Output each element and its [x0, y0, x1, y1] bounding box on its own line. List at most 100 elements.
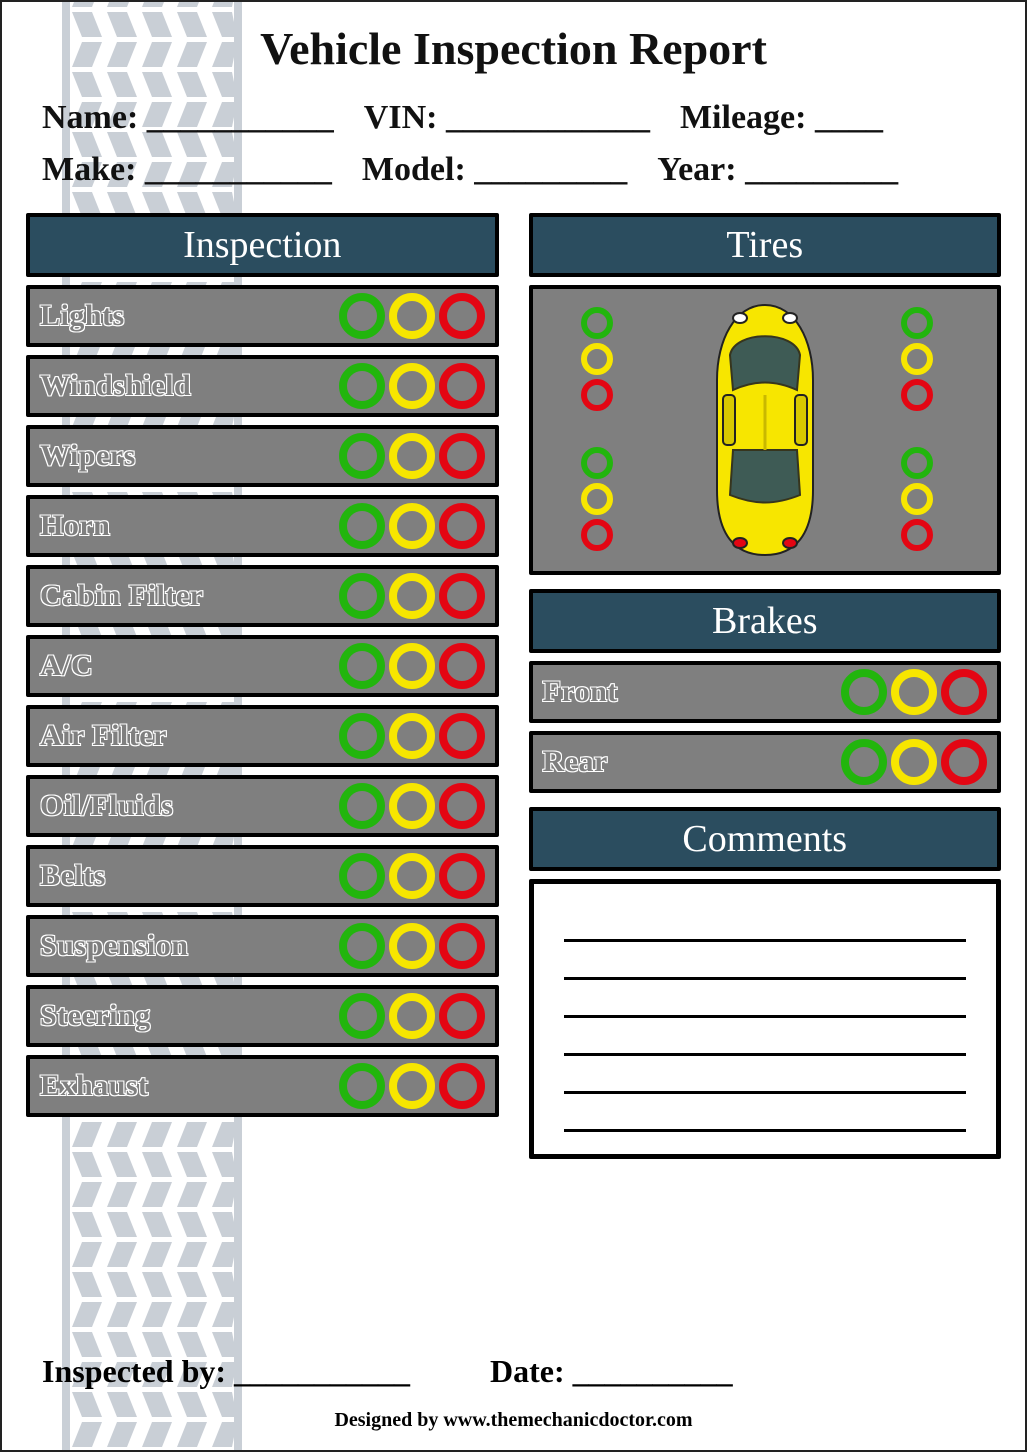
page: Vehicle Inspection Report Name: ________…: [0, 0, 1027, 1452]
status-warn-icon[interactable]: [389, 1063, 435, 1109]
status-warn-icon[interactable]: [389, 363, 435, 409]
status-bad-icon[interactable]: [439, 1063, 485, 1109]
field-vin[interactable]: VIN: ____________: [364, 99, 650, 137]
status-bad-icon[interactable]: [439, 363, 485, 409]
inspection-row: Exhaust: [26, 1055, 499, 1117]
inspection-row: Suspension: [26, 915, 499, 977]
status-dots: [339, 503, 485, 549]
header-fields: Name: ___________ VIN: ____________ Mile…: [2, 75, 1025, 189]
tire-front-left-good-icon[interactable]: [581, 307, 613, 339]
status-good-icon[interactable]: [339, 433, 385, 479]
status-good-icon[interactable]: [339, 993, 385, 1039]
field-name[interactable]: Name: ___________: [42, 99, 334, 137]
tire-rear-right-good-icon[interactable]: [901, 447, 933, 479]
status-bad-icon[interactable]: [439, 573, 485, 619]
tire-front-right-good-icon[interactable]: [901, 307, 933, 339]
status-warn-icon[interactable]: [389, 293, 435, 339]
status-good-icon[interactable]: [339, 503, 385, 549]
field-make[interactable]: Make: ___________: [42, 151, 332, 189]
status-good-icon[interactable]: [339, 293, 385, 339]
status-dots: [841, 669, 987, 715]
status-good-icon[interactable]: [339, 713, 385, 759]
comment-line[interactable]: [564, 904, 967, 942]
status-warn-icon[interactable]: [389, 713, 435, 759]
comments-box[interactable]: [529, 879, 1002, 1159]
status-bad-icon[interactable]: [439, 713, 485, 759]
tire-rear-left-warn-icon[interactable]: [581, 483, 613, 515]
status-dots: [339, 1063, 485, 1109]
status-dots: [339, 713, 485, 759]
inspection-row: Horn: [26, 495, 499, 557]
car-icon: [680, 300, 850, 560]
tire-front-left-warn-icon[interactable]: [581, 343, 613, 375]
status-warn-icon[interactable]: [891, 739, 937, 785]
status-warn-icon[interactable]: [389, 503, 435, 549]
status-good-icon[interactable]: [339, 783, 385, 829]
status-dots: [339, 573, 485, 619]
tire-front-right-bad-icon[interactable]: [901, 379, 933, 411]
comment-line[interactable]: [564, 1094, 967, 1132]
inspection-label: Wipers: [40, 439, 136, 473]
inspection-label: Exhaust: [40, 1069, 149, 1103]
tire-rear-left-good-icon[interactable]: [581, 447, 613, 479]
status-bad-icon[interactable]: [439, 433, 485, 479]
tire-front-left-bad-icon[interactable]: [581, 379, 613, 411]
status-dots: [339, 853, 485, 899]
status-good-icon[interactable]: [339, 923, 385, 969]
inspection-row: Oil/Fluids: [26, 775, 499, 837]
status-dots: [339, 923, 485, 969]
tire-rear-right-warn-icon[interactable]: [901, 483, 933, 515]
status-bad-icon[interactable]: [439, 783, 485, 829]
inspection-row: Lights: [26, 285, 499, 347]
status-warn-icon[interactable]: [891, 669, 937, 715]
status-bad-icon[interactable]: [439, 853, 485, 899]
comment-line[interactable]: [564, 980, 967, 1018]
field-inspected-by[interactable]: Inspected by: ___________: [42, 1353, 410, 1390]
status-warn-icon[interactable]: [389, 923, 435, 969]
field-model[interactable]: Model: _________: [362, 151, 627, 189]
field-date[interactable]: Date: __________: [490, 1353, 733, 1390]
status-good-icon[interactable]: [841, 739, 887, 785]
status-bad-icon[interactable]: [941, 739, 987, 785]
brake-label: Rear: [543, 745, 608, 779]
status-warn-icon[interactable]: [389, 643, 435, 689]
status-dots: [841, 739, 987, 785]
status-warn-icon[interactable]: [389, 993, 435, 1039]
inspection-row: A/C: [26, 635, 499, 697]
status-bad-icon[interactable]: [439, 993, 485, 1039]
status-good-icon[interactable]: [339, 363, 385, 409]
status-bad-icon[interactable]: [439, 293, 485, 339]
status-good-icon[interactable]: [841, 669, 887, 715]
inspection-label: Steering: [40, 999, 151, 1033]
status-dots: [339, 783, 485, 829]
status-warn-icon[interactable]: [389, 433, 435, 479]
comment-line[interactable]: [564, 1056, 967, 1094]
status-good-icon[interactable]: [339, 1063, 385, 1109]
brakes-list: Front Rear: [529, 661, 1002, 793]
tire-rear-right-bad-icon[interactable]: [901, 519, 933, 551]
field-year[interactable]: Year: _________: [657, 151, 898, 189]
status-bad-icon[interactable]: [439, 503, 485, 549]
status-good-icon[interactable]: [339, 643, 385, 689]
status-warn-icon[interactable]: [389, 573, 435, 619]
inspection-label: Belts: [40, 859, 106, 893]
brake-row: Front: [529, 661, 1002, 723]
status-bad-icon[interactable]: [439, 923, 485, 969]
tire-rear-left-bad-icon[interactable]: [581, 519, 613, 551]
inspection-label: A/C: [40, 649, 93, 683]
comment-line[interactable]: [564, 942, 967, 980]
footer-fields: Inspected by: ___________ Date: ________…: [2, 1353, 1025, 1390]
status-bad-icon[interactable]: [941, 669, 987, 715]
inspection-row: Cabin Filter: [26, 565, 499, 627]
status-warn-icon[interactable]: [389, 853, 435, 899]
status-warn-icon[interactable]: [389, 783, 435, 829]
tire-front-right-warn-icon[interactable]: [901, 343, 933, 375]
field-mileage[interactable]: Mileage: ____: [680, 99, 883, 137]
comment-line[interactable]: [564, 1018, 967, 1056]
status-dots: [339, 433, 485, 479]
status-good-icon[interactable]: [339, 853, 385, 899]
section-comments: Comments: [529, 807, 1002, 871]
status-good-icon[interactable]: [339, 573, 385, 619]
status-bad-icon[interactable]: [439, 643, 485, 689]
inspection-label: Cabin Filter: [40, 579, 204, 613]
